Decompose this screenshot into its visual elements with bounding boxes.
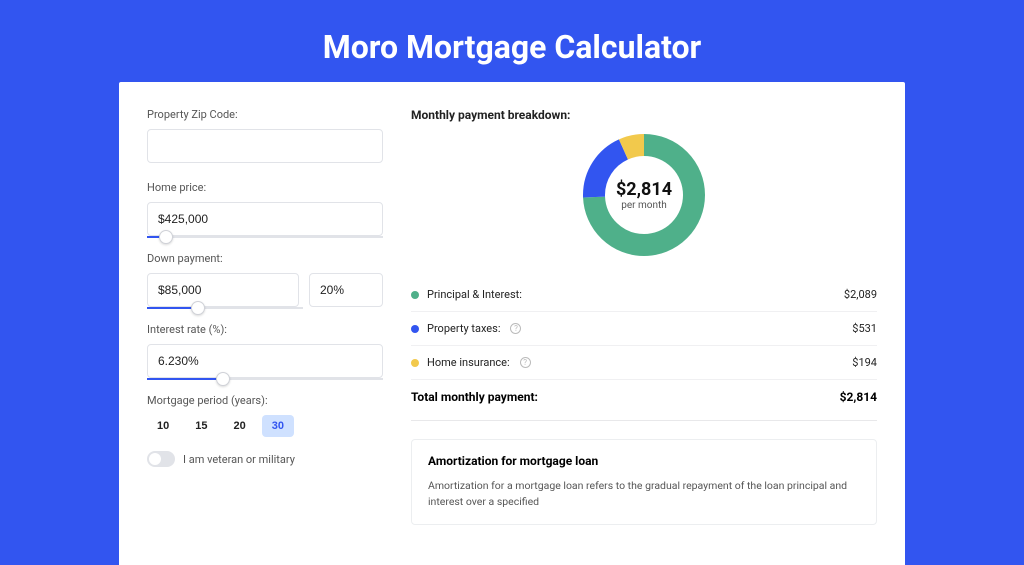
period-option-20[interactable]: 20 [224, 415, 256, 437]
down-label: Down payment: [147, 252, 383, 265]
period-label: Mortgage period (years): [147, 394, 383, 407]
slider-thumb[interactable] [159, 230, 173, 244]
period-option-15[interactable]: 15 [185, 415, 217, 437]
slider-thumb[interactable] [191, 301, 205, 315]
legend-value: $194 [852, 356, 877, 369]
price-label: Home price: [147, 181, 383, 194]
amortization-title: Amortization for mortgage loan [428, 454, 860, 468]
veteran-label: I am veteran or military [183, 453, 295, 466]
rate-input[interactable] [147, 344, 383, 378]
legend-label: Property taxes: [427, 322, 500, 335]
veteran-toggle[interactable] [147, 451, 175, 467]
legend-dot [411, 359, 419, 367]
donut-center-sub: per month [621, 200, 667, 211]
down-slider[interactable] [147, 307, 303, 309]
period-options: 10 15 20 30 [147, 415, 383, 437]
zip-label: Property Zip Code: [147, 108, 383, 121]
legend-row: Principal & Interest: $2,089 [411, 278, 877, 312]
total-value: $2,814 [840, 390, 877, 404]
legend-value: $531 [852, 322, 877, 335]
zip-input[interactable] [147, 129, 383, 163]
rate-slider[interactable] [147, 378, 383, 380]
period-option-10[interactable]: 10 [147, 415, 179, 437]
legend-row: Home insurance:? $194 [411, 346, 877, 380]
legend-dot [411, 325, 419, 333]
legend-label: Principal & Interest: [427, 288, 522, 301]
legend-label: Home insurance: [427, 356, 510, 369]
price-slider[interactable] [147, 236, 383, 238]
legend-value: $2,089 [844, 288, 877, 301]
calculator-card: Property Zip Code: Home price: Down paym… [119, 82, 905, 565]
total-label: Total monthly payment: [411, 390, 538, 404]
legend-row: Property taxes:? $531 [411, 312, 877, 346]
page-title: Moro Mortgage Calculator [0, 0, 1024, 82]
breakdown-column: Monthly payment breakdown: $2,814 per mo… [411, 108, 877, 525]
form-column: Property Zip Code: Home price: Down paym… [147, 108, 383, 525]
info-icon[interactable]: ? [510, 323, 521, 334]
donut-center-amount: $2,814 [616, 179, 672, 200]
down-amount-input[interactable] [147, 273, 299, 307]
amortization-text: Amortization for a mortgage loan refers … [428, 478, 860, 510]
legend-dot [411, 291, 419, 299]
down-percent-input[interactable] [309, 273, 383, 307]
payment-donut-chart: $2,814 per month [583, 134, 705, 256]
breakdown-title: Monthly payment breakdown: [411, 108, 877, 122]
period-option-30[interactable]: 30 [262, 415, 294, 437]
slider-thumb[interactable] [216, 372, 230, 386]
rate-label: Interest rate (%): [147, 323, 383, 336]
info-icon[interactable]: ? [520, 357, 531, 368]
price-input[interactable] [147, 202, 383, 236]
